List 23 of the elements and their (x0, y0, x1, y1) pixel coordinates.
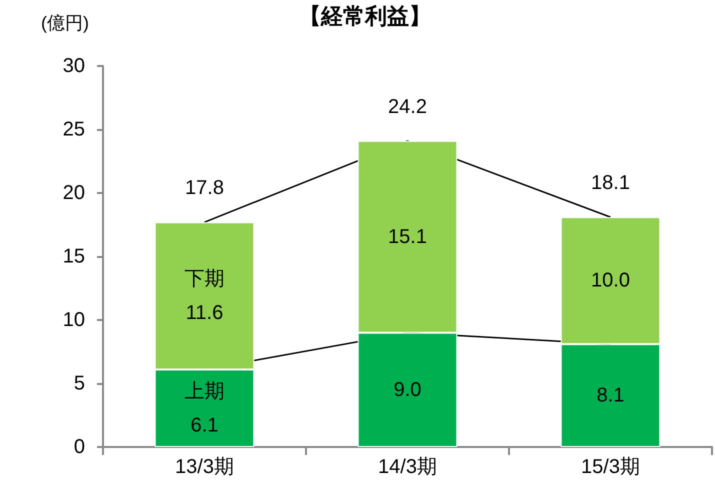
y-tick-label: 10 (62, 309, 85, 331)
y-tick-label: 20 (62, 182, 85, 204)
y-tick-label: 30 (62, 55, 85, 77)
data-label: 6.1 (190, 414, 218, 436)
y-tick-label: 0 (74, 436, 85, 458)
x-tick-label: 14/3期 (378, 456, 437, 478)
data-label: 9.0 (394, 378, 422, 401)
y-axis-title: (億円) (41, 13, 89, 33)
data-label: 8.1 (596, 384, 624, 407)
y-tick-label: 15 (62, 246, 85, 268)
total-label: 18.1 (591, 172, 630, 194)
series-label: 下期 (184, 268, 224, 290)
total-label: 17.8 (185, 177, 224, 200)
x-tick-label: 13/3期 (175, 456, 234, 478)
y-tick-label: 25 (62, 118, 85, 140)
y-tick-label: 5 (74, 372, 85, 394)
data-label: 15.1 (388, 226, 427, 248)
x-tick-label: 15/3期 (581, 456, 640, 478)
data-label: 11.6 (186, 302, 224, 324)
total-label: 24.2 (388, 96, 427, 118)
chart-title: 【経常利益】 (299, 4, 431, 28)
series-label: 上期 (184, 380, 224, 402)
data-label: 10.0 (591, 270, 630, 292)
